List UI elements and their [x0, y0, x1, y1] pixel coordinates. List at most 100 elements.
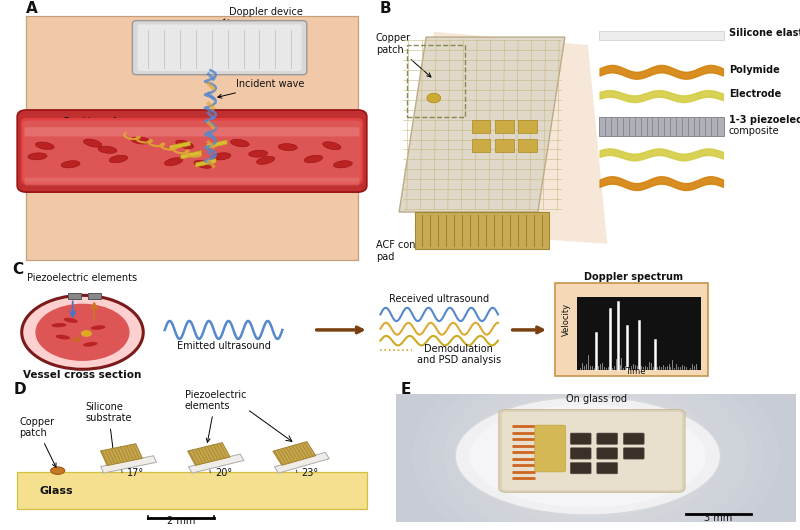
- Ellipse shape: [334, 161, 352, 168]
- Ellipse shape: [176, 140, 194, 149]
- Text: Piezoelectric elements: Piezoelectric elements: [27, 273, 138, 283]
- Polygon shape: [201, 448, 210, 462]
- Ellipse shape: [28, 153, 47, 160]
- Ellipse shape: [83, 342, 98, 347]
- Text: B: B: [380, 1, 391, 16]
- Ellipse shape: [194, 160, 212, 169]
- Polygon shape: [126, 445, 134, 460]
- FancyBboxPatch shape: [555, 284, 708, 376]
- Text: Time: Time: [625, 367, 646, 376]
- Circle shape: [428, 355, 764, 530]
- Polygon shape: [101, 456, 157, 473]
- Circle shape: [81, 330, 92, 337]
- Circle shape: [35, 304, 130, 361]
- Ellipse shape: [90, 325, 106, 330]
- Polygon shape: [414, 212, 550, 249]
- Circle shape: [492, 393, 700, 518]
- Polygon shape: [213, 445, 222, 460]
- FancyBboxPatch shape: [598, 117, 724, 136]
- Polygon shape: [189, 454, 244, 473]
- FancyBboxPatch shape: [132, 21, 307, 75]
- Text: Received ultrasound: Received ultrasound: [389, 295, 490, 305]
- Circle shape: [413, 346, 779, 530]
- Text: Piezoelectric
elements: Piezoelectric elements: [185, 390, 246, 442]
- FancyBboxPatch shape: [570, 433, 591, 444]
- Text: Silicone elastomer: Silicone elastomer: [729, 28, 800, 38]
- Ellipse shape: [470, 404, 706, 508]
- Polygon shape: [123, 446, 131, 461]
- Polygon shape: [279, 449, 290, 463]
- Polygon shape: [188, 443, 230, 465]
- FancyBboxPatch shape: [471, 120, 490, 133]
- Polygon shape: [210, 445, 219, 460]
- Ellipse shape: [212, 153, 231, 160]
- Polygon shape: [291, 446, 302, 460]
- Text: On glass rod: On glass rod: [566, 394, 626, 404]
- Text: A: A: [26, 1, 38, 16]
- FancyBboxPatch shape: [25, 178, 359, 186]
- Text: ACF connection
pad: ACF connection pad: [376, 231, 469, 262]
- FancyBboxPatch shape: [88, 293, 101, 299]
- FancyBboxPatch shape: [518, 138, 537, 152]
- Polygon shape: [114, 448, 122, 463]
- Circle shape: [460, 374, 732, 530]
- FancyBboxPatch shape: [22, 120, 362, 181]
- Ellipse shape: [56, 335, 70, 339]
- FancyBboxPatch shape: [18, 472, 367, 509]
- Ellipse shape: [249, 150, 268, 157]
- Text: Glass: Glass: [39, 486, 73, 496]
- Text: 3 mm: 3 mm: [704, 513, 733, 523]
- FancyBboxPatch shape: [598, 31, 724, 40]
- Ellipse shape: [109, 155, 128, 163]
- Text: Electrode: Electrode: [729, 89, 781, 99]
- Text: C: C: [12, 262, 23, 277]
- FancyBboxPatch shape: [494, 138, 514, 152]
- Ellipse shape: [257, 156, 274, 164]
- Ellipse shape: [131, 137, 150, 144]
- FancyBboxPatch shape: [138, 24, 302, 71]
- Text: Incident wave: Incident wave: [218, 80, 305, 98]
- Polygon shape: [26, 16, 358, 117]
- Polygon shape: [129, 445, 137, 460]
- Polygon shape: [289, 446, 299, 461]
- Ellipse shape: [230, 139, 249, 147]
- FancyBboxPatch shape: [21, 118, 363, 184]
- Polygon shape: [110, 448, 118, 463]
- Polygon shape: [274, 453, 330, 473]
- Polygon shape: [196, 158, 216, 167]
- Polygon shape: [120, 447, 128, 462]
- Ellipse shape: [51, 323, 66, 328]
- Text: 2 mm: 2 mm: [166, 516, 195, 526]
- FancyBboxPatch shape: [68, 293, 81, 299]
- Text: D: D: [14, 383, 26, 398]
- Text: composite: composite: [729, 126, 779, 136]
- Polygon shape: [399, 37, 565, 212]
- Polygon shape: [303, 442, 314, 457]
- Polygon shape: [194, 449, 204, 464]
- Text: Doppler spectrum: Doppler spectrum: [584, 272, 682, 282]
- Ellipse shape: [64, 318, 78, 323]
- Circle shape: [540, 422, 652, 490]
- Circle shape: [572, 441, 620, 471]
- Ellipse shape: [61, 161, 80, 168]
- Circle shape: [508, 403, 684, 509]
- Text: Silicone
substrate: Silicone substrate: [86, 402, 132, 460]
- FancyBboxPatch shape: [534, 425, 566, 472]
- Polygon shape: [277, 450, 287, 464]
- Ellipse shape: [278, 144, 298, 151]
- Ellipse shape: [35, 142, 54, 149]
- Ellipse shape: [50, 467, 65, 474]
- FancyBboxPatch shape: [577, 297, 701, 370]
- Polygon shape: [218, 443, 228, 458]
- Text: Demodulation
and PSD analysis: Demodulation and PSD analysis: [417, 344, 501, 365]
- Polygon shape: [191, 450, 201, 464]
- Text: 20°: 20°: [215, 467, 232, 478]
- FancyBboxPatch shape: [623, 448, 644, 459]
- Text: Scattered wave: Scattered wave: [63, 117, 162, 145]
- Text: Vessel cross section: Vessel cross section: [23, 369, 142, 379]
- Circle shape: [556, 432, 636, 480]
- Circle shape: [22, 295, 143, 369]
- Polygon shape: [216, 444, 225, 458]
- Text: Copper
patch: Copper patch: [376, 33, 431, 77]
- FancyBboxPatch shape: [597, 463, 618, 474]
